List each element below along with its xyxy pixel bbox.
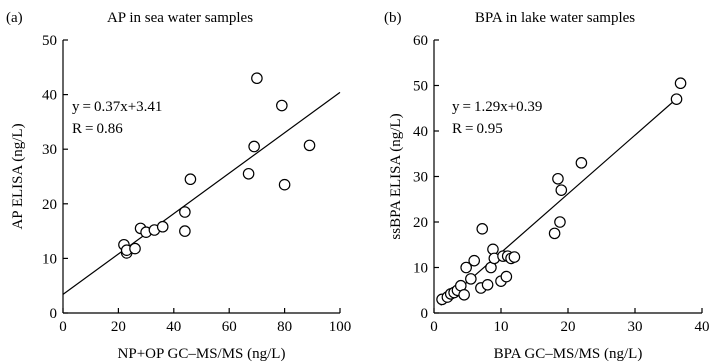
y-tick-label: 50 <box>42 33 57 49</box>
data-point <box>277 100 287 110</box>
data-point <box>555 217 565 227</box>
data-point <box>243 169 253 179</box>
panel-tag: (b) <box>384 10 402 26</box>
chart-panel-a: (a) AP in sea water samples 0 10 20 30 40 50 0 20… <box>6 10 351 362</box>
data-point <box>466 274 476 284</box>
data-point <box>180 207 190 217</box>
x-tick-label: 0 <box>59 319 67 335</box>
x-tick-label: 30 <box>628 319 643 335</box>
y-tick-label: 10 <box>413 261 428 277</box>
x-tick-label: 100 <box>329 319 352 335</box>
regression-equation: y = 1.29x+0.39 <box>452 99 542 115</box>
y-axis-title: AP ELISA (ng/L) <box>10 123 26 229</box>
x-tick-label: 20 <box>111 319 126 335</box>
data-point <box>556 185 566 195</box>
data-point <box>509 252 519 262</box>
y-tick-label: 30 <box>42 142 57 158</box>
x-axis-title: NP+OP GC–MS/MS (ng/L) <box>118 346 286 362</box>
x-tick-label: 10 <box>494 319 509 335</box>
data-point <box>185 174 195 184</box>
chart-panel-b: (b) BPA in lake water samples 0 10 20 30 40 50 6… <box>384 10 710 362</box>
data-point <box>576 158 586 168</box>
data-point <box>549 228 559 238</box>
data-point <box>158 222 168 232</box>
data-point <box>130 243 140 253</box>
y-tick-label: 20 <box>42 197 57 213</box>
data-point <box>279 179 289 189</box>
x-tick-label: 40 <box>695 319 710 335</box>
x-tick-label: 20 <box>561 319 576 335</box>
data-point <box>304 140 314 150</box>
data-point <box>252 73 262 83</box>
y-tick-label: 0 <box>50 306 58 322</box>
x-axis-title: BPA GC–MS/MS (ng/L) <box>494 346 643 362</box>
x-tick-label: 60 <box>222 319 237 335</box>
data-point <box>249 141 259 151</box>
chart-title: AP in sea water samples <box>107 10 253 26</box>
y-tick-label: 0 <box>421 306 429 322</box>
regression-equation: y = 0.37x+3.41 <box>72 99 162 115</box>
x-tick-label: 0 <box>430 319 438 335</box>
data-point <box>553 174 563 184</box>
y-tick-label: 60 <box>413 33 428 49</box>
y-tick-label: 40 <box>42 88 57 104</box>
y-tick-label: 30 <box>413 170 428 186</box>
x-tick-label: 80 <box>277 319 292 335</box>
panel-tag: (a) <box>6 10 23 26</box>
data-point <box>180 226 190 236</box>
x-tick-label: 40 <box>166 319 181 335</box>
data-point <box>477 224 487 234</box>
data-point <box>675 78 685 88</box>
y-tick-label: 40 <box>413 124 428 140</box>
data-point <box>501 271 511 281</box>
data-point <box>459 290 469 300</box>
correlation-coefficient: R = 0.95 <box>452 121 503 137</box>
y-axis-title: ssBPA ELISA (ng/L) <box>388 113 404 239</box>
y-tick-label: 50 <box>413 79 428 95</box>
data-point <box>671 94 681 104</box>
data-point <box>469 255 479 265</box>
chart-title: BPA in lake water samples <box>475 10 635 26</box>
y-tick-label: 10 <box>42 251 57 267</box>
data-point <box>482 280 492 290</box>
correlation-coefficient: R = 0.86 <box>72 121 123 137</box>
y-tick-label: 20 <box>413 215 428 231</box>
